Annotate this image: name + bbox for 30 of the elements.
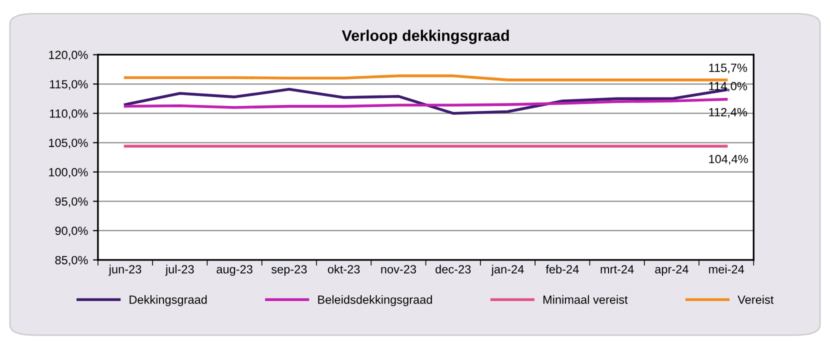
annotation: 104,4% (709, 154, 748, 165)
x-tick-label: okt-23 (328, 264, 360, 274)
annotation: 114,0% (709, 82, 748, 92)
legend-label: Beleidsdekkingsgraad (318, 295, 432, 306)
x-tick-label: jan-24 (491, 264, 524, 276)
x-tick-label: mei-24 (709, 264, 744, 274)
annotation: 115,7% (709, 64, 748, 74)
legend-label: Minimaal vereist (543, 295, 628, 304)
x-tick-label: nov-23 (381, 265, 416, 274)
y-tick-label: 120,0% (49, 50, 88, 61)
x-tick-label: apr-24 (655, 265, 688, 276)
x-tick-label: aug-23 (216, 265, 252, 276)
y-tick-label: 85,0% (55, 256, 88, 266)
y-tick-label: 110,0% (50, 109, 88, 120)
y-tick-label: 90,0% (55, 226, 88, 236)
x-tick-label: dec-23 (436, 264, 471, 274)
chart-title: Verloop dekkingsgraad (342, 30, 509, 44)
y-tick-label: 95,0% (55, 197, 88, 208)
y-tick-label: 100,0% (49, 168, 88, 178)
y-tick-label: 105,0% (49, 138, 88, 148)
x-tick-label: mrt-24 (600, 265, 634, 274)
line-series (124, 98, 728, 109)
x-tick-label: jul-23 (165, 264, 194, 276)
x-tick-label: sep-23 (271, 265, 307, 276)
x-tick-label: jun-23 (108, 264, 142, 276)
legend-label: Dekkingsgraad (130, 295, 207, 306)
annotation: 112,4% (709, 108, 748, 118)
legend-label: Vereist (738, 295, 774, 304)
y-tick-label: 115,0% (50, 80, 88, 90)
x-tick-label: feb-24 (546, 264, 579, 274)
